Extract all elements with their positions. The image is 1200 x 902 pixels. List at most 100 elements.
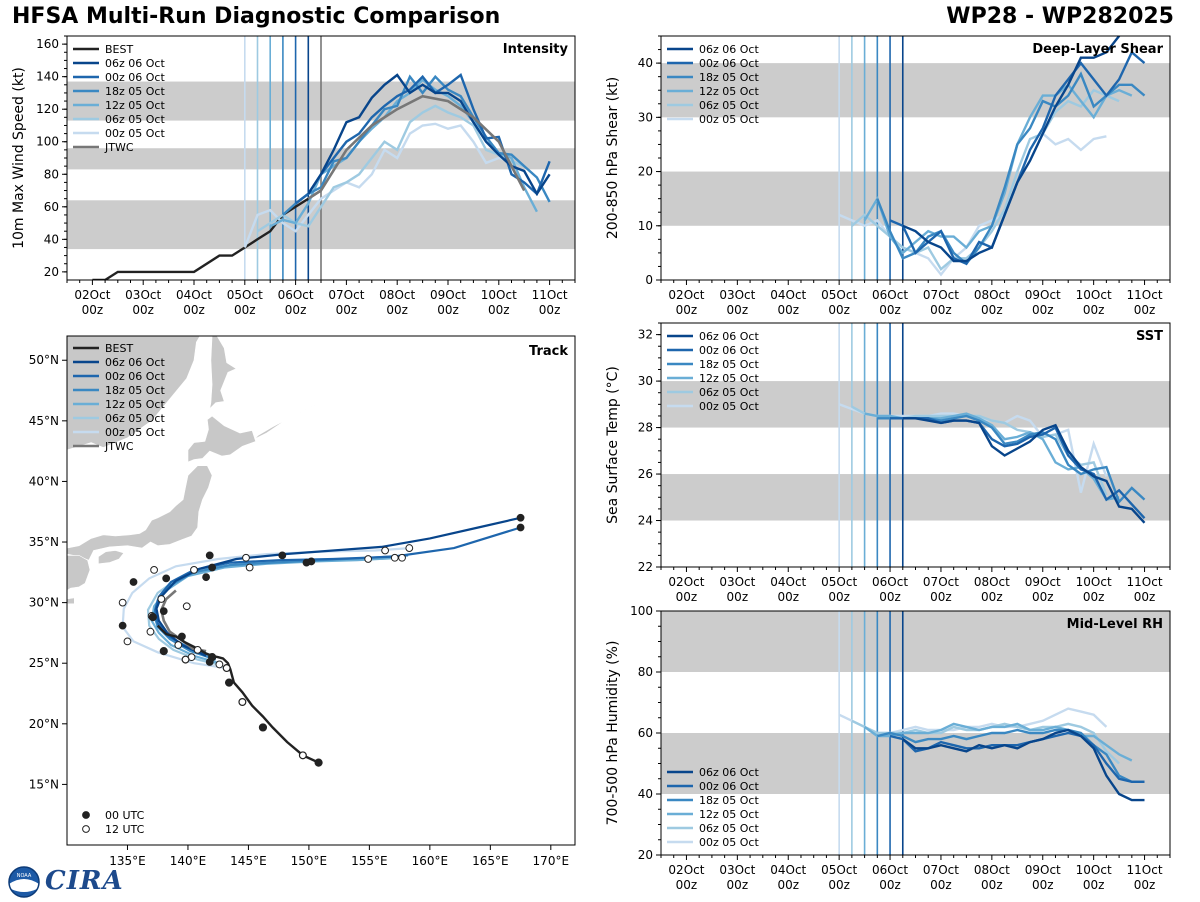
track-run-marker [174, 641, 183, 649]
sst-series-1 [890, 417, 1146, 520]
rh-xtick-label: 11Oct [1127, 863, 1163, 877]
track-marker-legend-label: 12 UTC [105, 823, 145, 836]
track-xtick-label: 160°E [412, 854, 449, 868]
shear-xtick-label: 11Oct [1127, 288, 1163, 302]
track-legend-label: 06z 05 Oct [105, 412, 165, 425]
sst-xtick-label: 02Oct [668, 575, 704, 589]
sst-xtick-label: 00z [777, 590, 799, 604]
rh-ytick-label: 100 [630, 604, 653, 618]
rh-xtick-label: 00z [676, 878, 698, 892]
track-run-marker [182, 602, 191, 611]
track-run-marker [150, 565, 158, 574]
rh-series-3 [863, 722, 1133, 762]
rh-legend-label: 18z 05 Oct [699, 794, 759, 807]
sst-ytick-label: 28 [638, 421, 653, 435]
cira-logo-text: CIRA [45, 866, 124, 896]
shear-xtick-label: 00z [1083, 303, 1105, 317]
track-xtick-label: 135°E [109, 854, 146, 868]
shear-xtick-label: 00z [930, 303, 952, 317]
shear-legend-label: 00z 05 Oct [699, 113, 759, 126]
sst-xtick-label: 08Oct [974, 575, 1010, 589]
track-run-marker [205, 551, 214, 560]
shear-legend-label: 06z 06 Oct [699, 43, 759, 56]
rh-ytick-label: 80 [638, 665, 653, 679]
sakhalin-land [209, 336, 237, 410]
hokkaido-land [187, 415, 257, 463]
sst-xtick-label: 10Oct [1076, 575, 1112, 589]
rh-xtick-label: 00z [1032, 878, 1054, 892]
sst-band-0 [661, 474, 1170, 521]
track-legend-label: 00z 05 Oct [105, 426, 165, 439]
shear-xtick-label: 03Oct [719, 288, 755, 302]
sst-plot-area [661, 323, 1170, 567]
sst-band-1 [661, 381, 1170, 428]
track-ytick-label: 50°N [29, 353, 59, 367]
track-ytick-label: 40°N [29, 474, 59, 488]
sst-legend-label: 00z 06 Oct [699, 344, 759, 357]
track-best-marker-00 [224, 678, 234, 687]
track-panel: 135°E 140°E 145°E 150°E 155°E 160°E 165°E 170°E… [29, 335, 576, 868]
track-ytick-label: 20°N [29, 717, 59, 731]
intensity-legend-label: 00z 05 Oct [105, 127, 165, 140]
honshu-land [67, 465, 213, 561]
shear-xtick-label: 00z [676, 303, 698, 317]
kuril-islands-land [254, 404, 316, 440]
rh-xtick-label: 00z [930, 878, 952, 892]
track-run-marker [162, 574, 171, 583]
rh-panel: 02Oct00z03Oct00z04Oct00z05Oct00z06Oct00z… [605, 604, 1171, 892]
intensity-legend-label: 00z 06 Oct [105, 71, 165, 84]
rh-xtick-label: 07Oct [923, 863, 959, 877]
track-plot-area [67, 336, 525, 767]
sst-legend-label: 12z 05 Oct [699, 372, 759, 385]
track-run-marker [146, 627, 155, 636]
shear-xtick-label: 00z [981, 303, 1003, 317]
intensity-xtick-label: 00z [132, 303, 154, 317]
rh-xtick-label: 00z [777, 878, 799, 892]
rh-legend-label: 12z 05 Oct [699, 808, 759, 821]
track-run-marker [123, 637, 132, 646]
sst-ylabel: Sea Surface Temp (°C) [605, 366, 621, 524]
sst-panel: 02Oct00z03Oct00z04Oct00z05Oct00z06Oct00z… [605, 322, 1171, 604]
sst-xtick-label: 00z [828, 590, 850, 604]
intensity-xtick-label: 11Oct [532, 288, 568, 302]
rh-xtick-label: 02Oct [668, 863, 704, 877]
sst-xtick-label: 00z [1032, 590, 1054, 604]
intensity-ytick-label: 140 [36, 70, 59, 84]
intensity-legend-label: JTWC [104, 141, 134, 154]
track-best-marker-12 [298, 751, 307, 760]
track-marker-legend-label: 00 UTC [105, 809, 145, 822]
track-legend-label: 06z 06 Oct [105, 356, 165, 369]
sst-ytick-label: 30 [638, 374, 653, 388]
track-best-marker-00 [148, 613, 157, 622]
intensity-xtick-label: 00z [234, 303, 256, 317]
track-series-1 [154, 526, 521, 657]
rh-ytick-label: 60 [638, 726, 653, 740]
track-run-marker [516, 523, 525, 532]
track-xtick-label: 155°E [351, 854, 388, 868]
sst-series-0 [902, 417, 1146, 524]
rh-band-1 [661, 611, 1170, 672]
sst-xtick-label: 04Oct [770, 575, 806, 589]
track-best-marker-00 [314, 758, 323, 767]
track-legend-label: JTWC [104, 440, 134, 453]
shear-xtick-label: 08Oct [974, 288, 1010, 302]
sst-legend-label: 00z 05 Oct [699, 400, 759, 413]
track-best-marker-00 [208, 653, 217, 662]
shear-xtick-label: 00z [777, 303, 799, 317]
track-best-marker-12 [222, 664, 231, 673]
sst-ytick-label: 24 [638, 514, 653, 528]
intensity-legend-label: 12z 05 Oct [105, 99, 165, 112]
sst-xtick-label: 00z [930, 590, 952, 604]
rh-xtick-label: 03Oct [719, 863, 755, 877]
sst-xtick-label: 00z [1134, 590, 1156, 604]
sst-legend-label: 18z 05 Oct [699, 358, 759, 371]
shear-ylabel: 200-850 hPa Shear (kt) [605, 77, 621, 239]
shear-xtick-label: 00z [727, 303, 749, 317]
intensity-xtick-label: 05Oct [227, 288, 263, 302]
noaa-badge-text: NOAA [17, 873, 32, 879]
shear-ytick-label: 40 [638, 56, 653, 70]
shear-plot-area [661, 36, 1170, 280]
track-title: Track [529, 344, 568, 359]
intensity-ylabel: 10m Max Wind Speed (kt) [11, 67, 27, 249]
